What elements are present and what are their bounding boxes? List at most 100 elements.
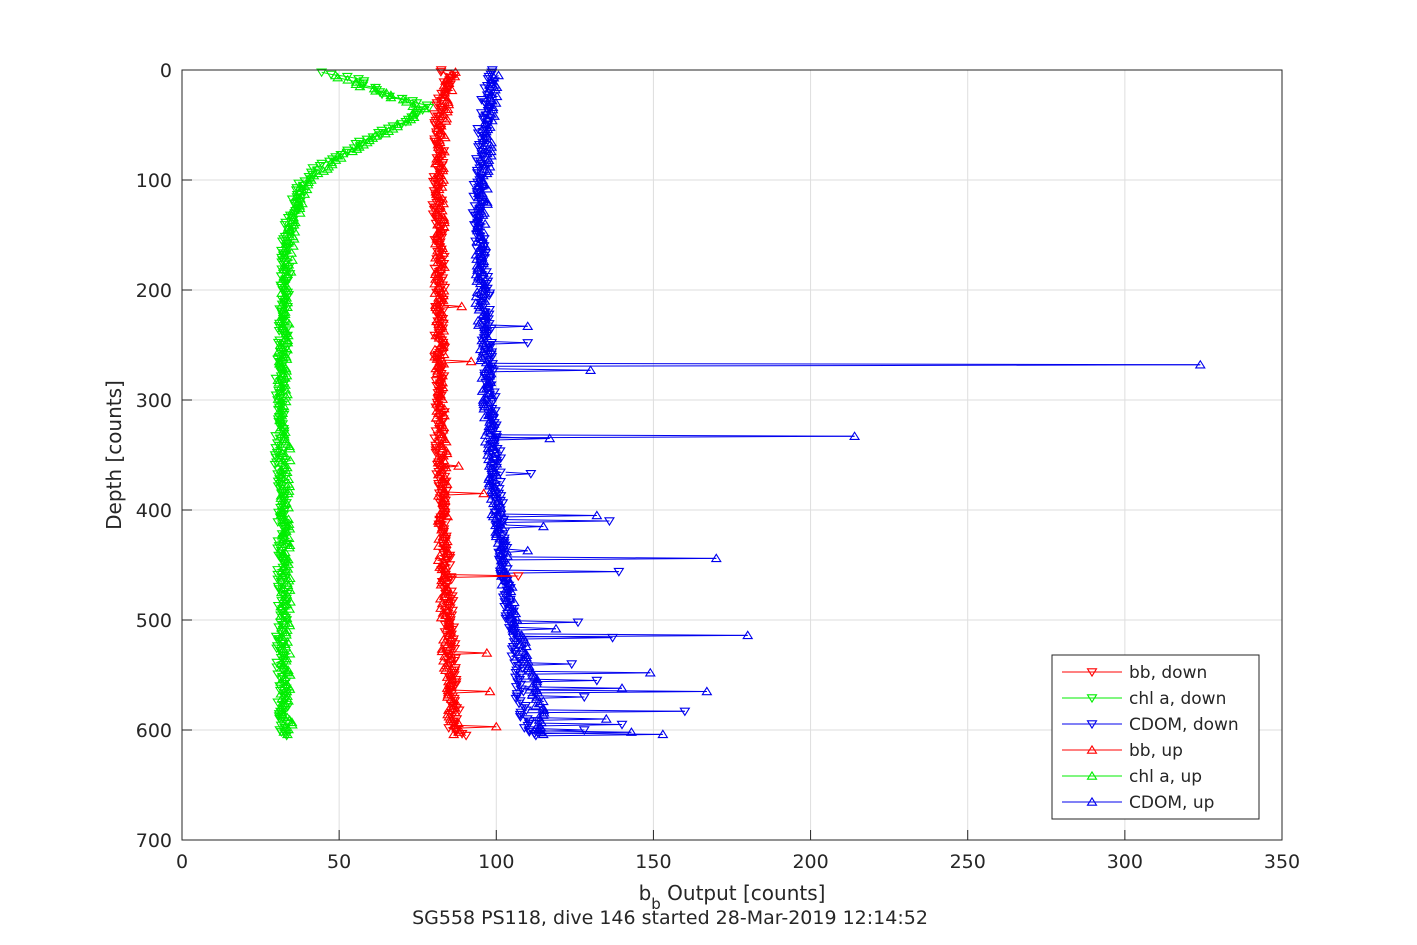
data-point (506, 645, 518, 655)
data-point (280, 252, 292, 262)
data-point (379, 128, 391, 138)
data-point (276, 361, 288, 370)
data-point (276, 705, 288, 715)
data-point (431, 405, 443, 415)
data-point (280, 363, 292, 373)
data-point (280, 450, 291, 460)
data-point (435, 148, 447, 158)
data-point (487, 441, 499, 450)
data-point (358, 139, 370, 149)
data-point (277, 528, 289, 538)
data-point (483, 480, 495, 490)
data-point (471, 169, 483, 179)
data-point (472, 221, 484, 230)
data-point (278, 250, 290, 260)
data-point (281, 599, 293, 608)
legend-box (1051, 654, 1260, 820)
data-point (436, 646, 448, 656)
data-point (434, 328, 446, 337)
data-point (498, 553, 510, 563)
data-point (472, 212, 484, 222)
data-point (326, 157, 338, 167)
data-point (280, 722, 292, 731)
data-point (437, 450, 449, 460)
data-point (431, 153, 443, 163)
data-point (281, 389, 293, 399)
spike-point (481, 647, 493, 657)
data-point (449, 644, 461, 654)
data-point (434, 137, 446, 146)
data-point (515, 680, 527, 690)
series-layer (269, 66, 1206, 741)
data-point (280, 332, 292, 342)
data-point (272, 582, 284, 592)
data-point (431, 354, 443, 363)
data-point (439, 495, 451, 505)
data-point (432, 123, 444, 132)
data-point (429, 344, 441, 354)
data-point (436, 522, 448, 532)
data-point (272, 394, 284, 403)
data-point (489, 79, 501, 89)
x-tick-label: 50 (327, 851, 351, 873)
data-point (486, 137, 497, 147)
data-point (435, 603, 447, 612)
data-point (433, 236, 445, 245)
data-point (385, 90, 397, 99)
data-point (470, 298, 482, 307)
data-point (442, 676, 454, 686)
legend: bb, down chl a, down CDOM, down bb, up chl a… (1051, 654, 1260, 820)
data-point (284, 648, 296, 658)
spike-point (591, 510, 603, 520)
data-point (441, 536, 453, 546)
data-point (435, 125, 447, 135)
data-point (316, 68, 328, 78)
data-point (472, 129, 484, 139)
data-point (392, 121, 404, 131)
data-point (275, 490, 287, 500)
data-point (436, 90, 448, 99)
data-point (487, 405, 499, 415)
data-point (279, 516, 291, 526)
data-point (276, 700, 288, 710)
data-point (479, 117, 491, 127)
data-point (284, 714, 296, 724)
data-point (498, 535, 510, 545)
legend-marker (1086, 694, 1098, 704)
data-point (490, 97, 502, 107)
data-point (441, 545, 453, 555)
data-point (436, 370, 448, 380)
data-point (447, 696, 459, 706)
spike-line (533, 724, 623, 727)
data-point (432, 179, 444, 189)
data-point (434, 200, 446, 210)
data-point (434, 127, 446, 137)
data-point (485, 350, 497, 360)
data-point (436, 259, 448, 269)
data-point (484, 122, 496, 131)
data-point (479, 324, 491, 334)
data-point (433, 167, 445, 177)
data-point (445, 653, 457, 663)
data-point (436, 559, 448, 569)
data-point (280, 328, 292, 337)
data-point (330, 70, 341, 80)
data-point (478, 403, 490, 413)
data-point (407, 110, 419, 119)
data-point (484, 375, 496, 384)
data-point (478, 238, 490, 248)
data-point (278, 434, 290, 443)
data-point (276, 530, 288, 540)
data-point (477, 333, 489, 343)
data-point (471, 287, 483, 296)
data-point (278, 561, 290, 571)
data-point (286, 719, 298, 729)
data-point (438, 358, 450, 368)
data-point (514, 713, 526, 722)
data-point (410, 111, 422, 120)
spike-line (483, 325, 528, 329)
data-point (430, 363, 442, 373)
data-point (330, 153, 342, 162)
data-point (440, 445, 452, 455)
spike-line (515, 621, 579, 625)
